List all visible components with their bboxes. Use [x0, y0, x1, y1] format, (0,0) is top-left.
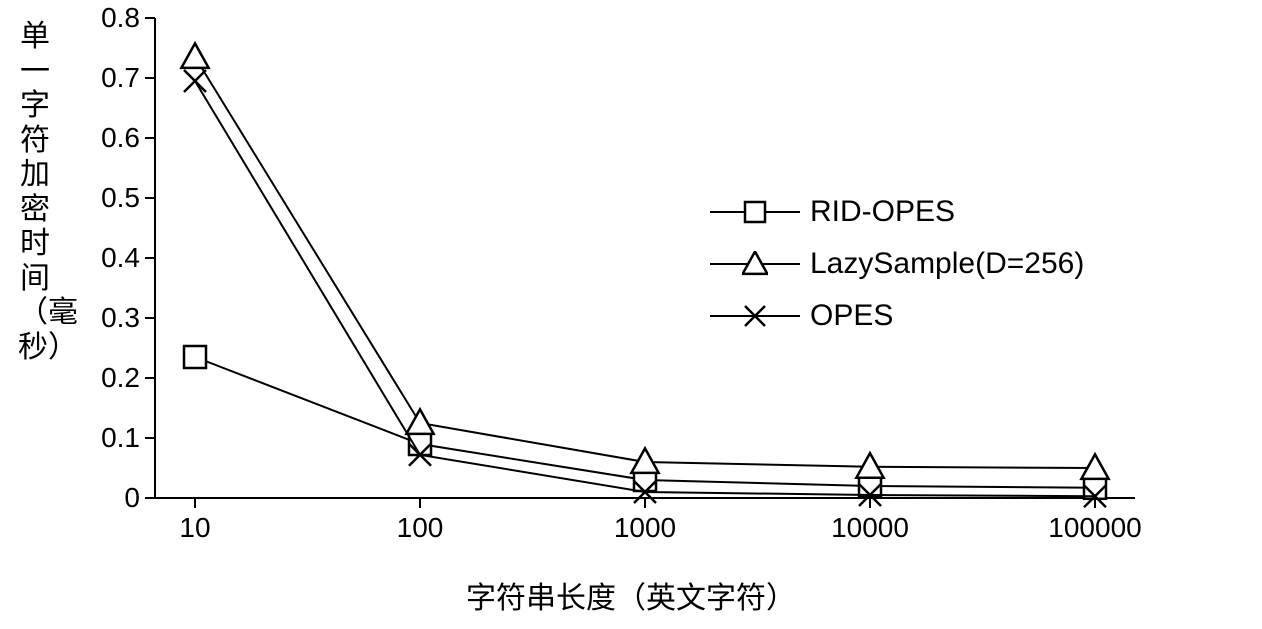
- x-tick-label: 10: [135, 512, 255, 544]
- legend-marker-rid_opes: [710, 200, 800, 224]
- legend-label: OPES: [810, 299, 893, 333]
- y-tick-label: 0.4: [80, 242, 140, 274]
- legend-marker-lazy_sample: [710, 252, 800, 276]
- y-tick-label: 0.1: [80, 422, 140, 454]
- y-tick-label: 0.7: [80, 62, 140, 94]
- chart-container: 单一字符加密时间（毫秒） 字符串长度（英文字符） RID-OPESLazySam…: [0, 0, 1262, 629]
- x-tick-label: 100: [360, 512, 480, 544]
- legend-label: LazySample(D=256): [810, 247, 1084, 281]
- y-tick-label: 0.3: [80, 302, 140, 334]
- x-tick-label: 100000: [1035, 512, 1155, 544]
- x-tick-label: 10000: [810, 512, 930, 544]
- y-tick-label: 0.5: [80, 182, 140, 214]
- legend-item-rid_opes: RID-OPES: [710, 195, 1084, 229]
- legend-item-lazy_sample: LazySample(D=256): [710, 247, 1084, 281]
- y-tick-label: 0.6: [80, 122, 140, 154]
- legend-item-opes: OPES: [710, 299, 1084, 333]
- legend: RID-OPES LazySample(D=256) OPES: [710, 195, 1084, 351]
- x-tick-label: 1000: [585, 512, 705, 544]
- legend-label: RID-OPES: [810, 195, 955, 229]
- y-tick-label: 0.2: [80, 362, 140, 394]
- y-tick-label: 0: [80, 482, 140, 514]
- y-tick-label: 0.8: [80, 2, 140, 34]
- legend-marker-opes: [710, 304, 800, 328]
